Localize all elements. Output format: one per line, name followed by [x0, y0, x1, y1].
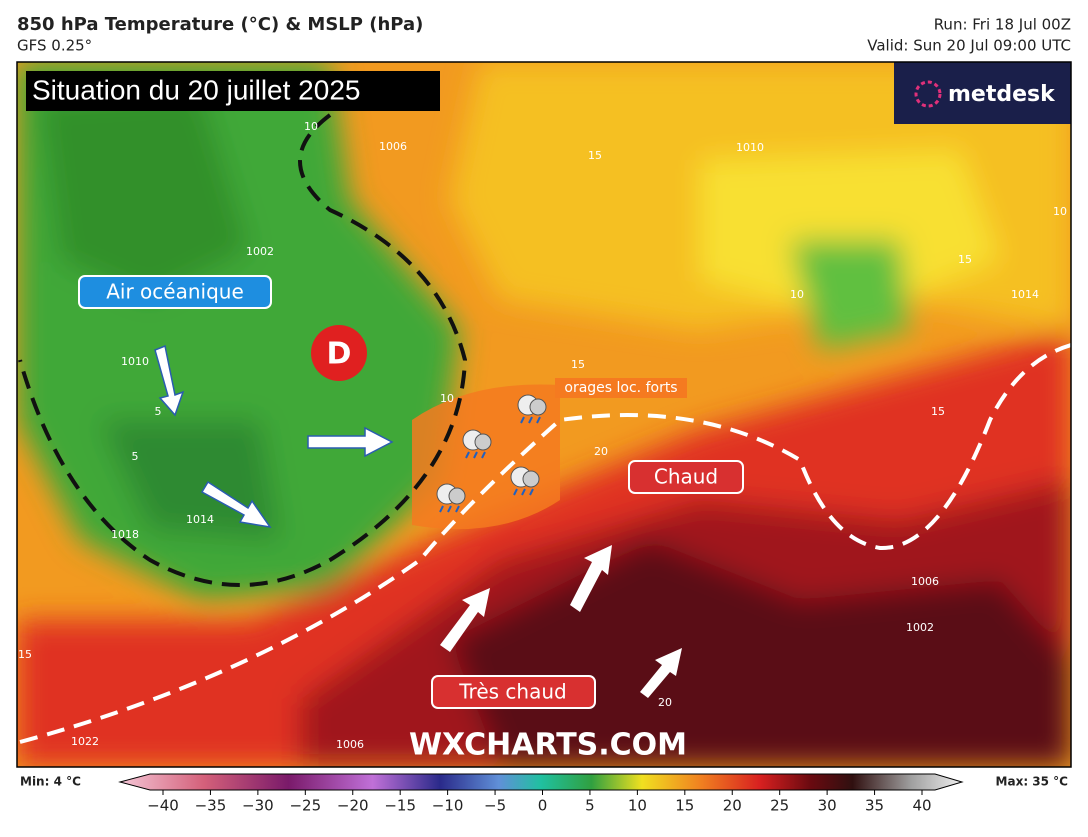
colorbar-tick-label: 35: [865, 797, 884, 815]
logo-box: [894, 62, 1071, 124]
contour-label: 1010: [736, 141, 764, 154]
colorbar-tick-label: −15: [384, 797, 416, 815]
colorbar-tick-label: −35: [195, 797, 227, 815]
temperature-field: [17, 62, 1071, 767]
contour-label: 1010: [121, 355, 149, 368]
storm-cloud: [448, 487, 466, 505]
contour-label: 15: [571, 358, 585, 371]
low-symbol: D: [327, 337, 352, 372]
colorbar-tick-label: 25: [770, 797, 789, 815]
contour-label: 15: [958, 253, 972, 266]
contour-label: 15: [18, 648, 32, 661]
contour-label: 20: [594, 445, 608, 458]
warm-arrows: [440, 545, 682, 698]
map-frame: [16, 61, 1072, 768]
low-marker: [311, 325, 367, 381]
colorbar-max: Max: 35 °C: [996, 775, 1069, 789]
run: Run: Fri 18 Jul 00Z: [934, 16, 1071, 34]
very-warm-label: Très chaud: [458, 680, 566, 704]
colorbar: [118, 773, 964, 791]
warm-box: [628, 460, 744, 494]
oceanic-box: [78, 275, 272, 309]
contour-label: 1002: [906, 621, 934, 634]
contour-label: 15: [588, 149, 602, 162]
warm-boundary: [19, 343, 1071, 744]
contour-labels: 1010061510101010021010551014101810151520…: [18, 120, 1067, 751]
logo-mark: [914, 80, 942, 108]
contour-label: 1014: [186, 513, 214, 526]
contour-label: 20: [658, 696, 672, 709]
map: D 10100615101010100210105510141018101515…: [17, 62, 1071, 767]
very-warm-box: [431, 675, 596, 709]
storm-rain: [513, 488, 534, 496]
contour-label: 10: [440, 392, 454, 405]
contour-label: 10: [304, 120, 318, 133]
contour-label: 1018: [111, 528, 139, 541]
contour-label: 1022: [71, 735, 99, 748]
contour-label: 1006: [911, 575, 939, 588]
oceanic-label: Air océanique: [106, 280, 244, 304]
contour-label: 1006: [379, 140, 407, 153]
storms-box: [555, 378, 687, 398]
title: 850 hPa Temperature (°C) & MSLP (hPa): [17, 14, 423, 35]
contour-label: 10: [1053, 205, 1067, 218]
valid: Valid: Sun 20 Jul 09:00 UTC: [867, 37, 1071, 55]
contour-label: 15: [931, 405, 945, 418]
watermark: WXCHARTS.COM: [409, 728, 687, 763]
storm-icons: [436, 394, 547, 513]
warm-label: Chaud: [654, 465, 718, 489]
contour-label: 1006: [336, 738, 364, 751]
colorbar-tick-label: −20: [337, 797, 369, 815]
colorbar-tick-label: 40: [912, 797, 931, 815]
colorbar-tick-label: −10: [432, 797, 464, 815]
storms-label: orages loc. forts: [564, 380, 677, 396]
colorbar-tick-label: 15: [675, 797, 694, 815]
colorbar-tick-label: −25: [289, 797, 321, 815]
model: GFS 0.25°: [17, 37, 92, 55]
storm-rain: [465, 451, 486, 459]
colorbar-tick-label: 20: [723, 797, 742, 815]
colorbar-tick-label: 30: [818, 797, 837, 815]
colorbar-tick-label: 10: [628, 797, 647, 815]
contour-label: 1014: [1011, 288, 1039, 301]
contour-label: 5: [155, 405, 162, 418]
colorbar-tick-label: −40: [147, 797, 179, 815]
colorbar-tick-label: −30: [242, 797, 274, 815]
storm-rain: [520, 416, 541, 424]
colorbar-tick-label: −5: [484, 797, 506, 815]
colorbar-tick-label: 5: [585, 797, 595, 815]
storm-cloud: [474, 433, 492, 451]
logo: metdesk: [948, 82, 1056, 107]
storm-cloud: [529, 398, 547, 416]
contour-label: 1002: [246, 245, 274, 258]
contour-label: 10: [790, 288, 804, 301]
colorbar-min: Min: 4 °C: [20, 775, 81, 789]
colorbar-ticks: −40 −35 −30 −25 −20 −15 −10 −5 0 5 10 15 20 25 30 35 40: [147, 790, 932, 815]
colorbar-tick-label: 0: [538, 797, 548, 815]
storm-cloud: [522, 470, 540, 488]
oceanic-arrows: [154, 344, 394, 529]
contour-label: 5: [132, 450, 139, 463]
situation: Situation du 20 juillet 2025: [32, 74, 360, 105]
storm-rain: [439, 505, 460, 513]
cold-boundary: [18, 113, 468, 587]
situation-box: [26, 71, 440, 111]
